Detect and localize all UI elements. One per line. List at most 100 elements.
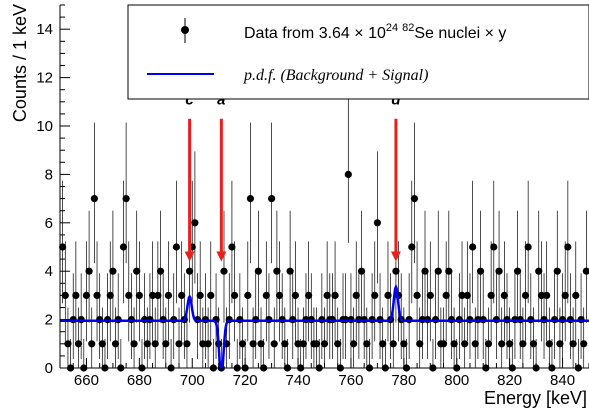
data-point bbox=[498, 340, 506, 348]
data-point bbox=[500, 291, 508, 299]
data-point bbox=[357, 267, 366, 275]
data-point bbox=[270, 340, 278, 348]
data-point bbox=[490, 243, 498, 251]
y-tick-label: 4 bbox=[45, 263, 53, 280]
data-point bbox=[238, 340, 247, 348]
legend-pdf-label: p.d.f. (Background + Signal) bbox=[243, 67, 428, 84]
data-point bbox=[90, 195, 98, 203]
x-tick-label: 780 bbox=[391, 372, 416, 389]
data-point bbox=[64, 340, 72, 348]
data-point bbox=[389, 340, 397, 348]
data-point bbox=[281, 340, 289, 348]
data-point bbox=[133, 267, 141, 275]
data-point bbox=[484, 340, 493, 348]
data-point bbox=[148, 291, 157, 299]
data-point bbox=[442, 291, 450, 299]
y-tick-label: 0 bbox=[45, 360, 53, 377]
data-point bbox=[162, 340, 170, 348]
data-point bbox=[434, 267, 442, 275]
data-point bbox=[408, 243, 416, 251]
data-point bbox=[450, 340, 458, 348]
data-point bbox=[349, 340, 358, 348]
data-point bbox=[74, 340, 83, 348]
data-point bbox=[72, 291, 80, 299]
data-point bbox=[445, 267, 453, 275]
data-point bbox=[519, 340, 527, 348]
data-point bbox=[109, 267, 117, 275]
data-point bbox=[580, 340, 588, 348]
data-point bbox=[384, 291, 392, 299]
arrow-d-label: d bbox=[391, 92, 401, 109]
data-point bbox=[228, 243, 236, 251]
data-point bbox=[294, 340, 302, 348]
data-point bbox=[529, 340, 538, 348]
data-point bbox=[521, 291, 530, 299]
data-point bbox=[204, 340, 212, 348]
data-point bbox=[553, 267, 561, 275]
data-point bbox=[413, 291, 421, 299]
data-point bbox=[487, 291, 495, 299]
y-tick-label: 14 bbox=[36, 21, 53, 38]
data-point bbox=[495, 267, 503, 275]
data-point bbox=[268, 195, 276, 203]
data-point bbox=[143, 340, 151, 348]
data-point bbox=[323, 291, 331, 299]
data-point bbox=[111, 340, 120, 348]
data-point bbox=[61, 291, 69, 299]
data-point bbox=[246, 195, 255, 203]
data-point bbox=[299, 340, 307, 348]
data-point bbox=[88, 340, 96, 348]
fit-curve bbox=[60, 283, 589, 370]
data-point bbox=[82, 291, 91, 299]
data-point bbox=[463, 291, 471, 299]
data-point bbox=[344, 170, 352, 178]
arrow-c-label: c bbox=[185, 92, 194, 109]
data-point bbox=[119, 243, 128, 251]
data-point bbox=[545, 340, 553, 348]
legend-data-isotope: 82 bbox=[402, 22, 414, 34]
data-point bbox=[352, 291, 360, 299]
data-point bbox=[379, 340, 387, 348]
legend-data-tail: Se nuclei × y bbox=[414, 25, 506, 42]
data-point bbox=[196, 291, 204, 299]
data-point bbox=[461, 340, 469, 348]
data-point bbox=[569, 340, 577, 348]
x-tick-label: 760 bbox=[338, 372, 363, 389]
data-point bbox=[535, 267, 543, 275]
legend-data-label: Data from 3.64 × 1024 82Se nuclei × y bbox=[244, 22, 506, 42]
x-axis-title: Energy [keV] bbox=[484, 388, 587, 408]
data-point bbox=[320, 340, 329, 348]
data-point bbox=[85, 267, 93, 275]
data-point bbox=[154, 291, 162, 299]
data-point bbox=[156, 267, 165, 275]
data-point bbox=[561, 291, 569, 299]
x-tick-label: 800 bbox=[444, 372, 469, 389]
x-tick-label: 840 bbox=[550, 372, 575, 389]
data-point bbox=[273, 267, 281, 275]
legend-data-text: Data from 3.64 × 10 bbox=[244, 25, 386, 42]
data-point bbox=[564, 243, 572, 251]
y-tick-label: 12 bbox=[36, 70, 53, 87]
data-point bbox=[230, 291, 239, 299]
data-point bbox=[244, 291, 252, 299]
x-tick-label: 660 bbox=[74, 372, 99, 389]
data-point bbox=[582, 267, 589, 275]
data-point bbox=[572, 291, 580, 299]
data-point bbox=[257, 340, 265, 348]
data-point bbox=[513, 267, 522, 275]
data-point bbox=[93, 291, 101, 299]
data-point bbox=[458, 291, 466, 299]
data-point bbox=[207, 291, 215, 299]
data-point bbox=[371, 291, 379, 299]
error-bars-layer bbox=[61, 93, 588, 369]
ticks-layer: 660 680 700 720 740 760 780 800 820 8400246810121… bbox=[36, 4, 589, 389]
legend-data-exponent: 24 bbox=[386, 22, 398, 34]
data-point bbox=[262, 291, 270, 299]
data-point bbox=[471, 340, 479, 348]
data-point bbox=[275, 291, 284, 299]
data-point bbox=[334, 340, 342, 348]
data-point bbox=[164, 291, 173, 299]
data-point bbox=[175, 340, 183, 348]
data-point bbox=[178, 291, 186, 299]
